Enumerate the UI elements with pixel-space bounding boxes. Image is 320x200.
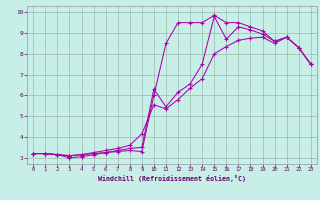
- X-axis label: Windchill (Refroidissement éolien,°C): Windchill (Refroidissement éolien,°C): [98, 175, 246, 182]
